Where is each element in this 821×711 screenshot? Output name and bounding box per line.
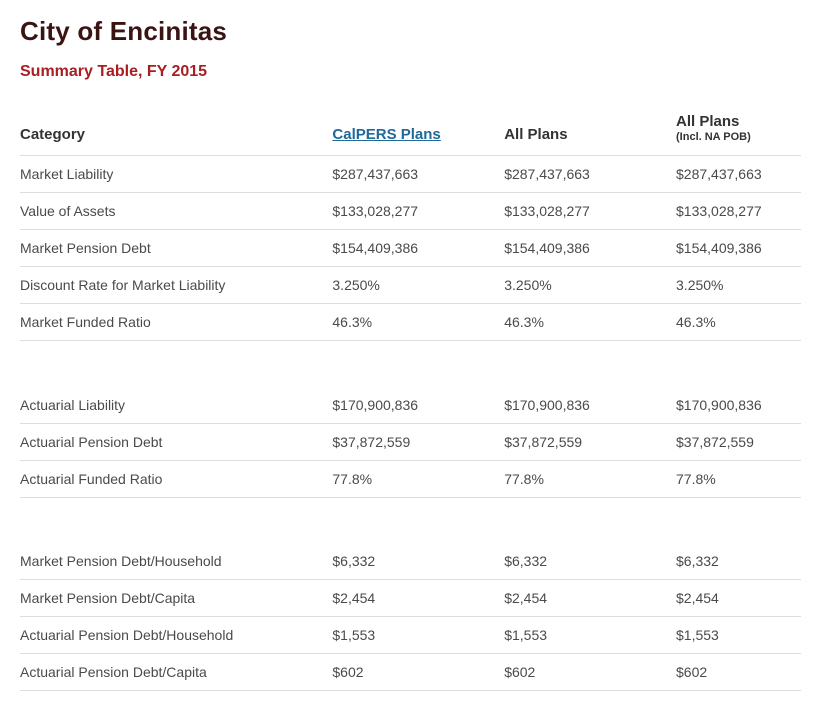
header-category: Category bbox=[20, 103, 333, 156]
table-row: Market Pension Debt/Capita $2,454 $2,454… bbox=[20, 579, 801, 617]
value-cell: $1,553 bbox=[332, 616, 505, 654]
value-cell: 46.3% bbox=[504, 303, 677, 341]
value-cell: $602 bbox=[504, 653, 677, 691]
value-cell: 46.3% bbox=[332, 303, 505, 341]
header-calpers-plans: CalPERS Plans bbox=[332, 103, 505, 156]
value-cell: $170,900,836 bbox=[676, 386, 801, 424]
value-cell: 77.8% bbox=[504, 460, 677, 498]
category-cell: Market Funded Ratio bbox=[20, 303, 333, 341]
page-title: City of Encinitas bbox=[20, 16, 228, 46]
summary-table: Category CalPERS Plans All Plans All Pla… bbox=[20, 103, 801, 691]
category-cell: Actuarial Funded Ratio bbox=[20, 460, 333, 498]
header-all-plans-line2: (Incl. NA POB) bbox=[676, 131, 751, 143]
table-row: Market Funded Ratio 46.3% 46.3% 46.3% bbox=[20, 303, 801, 341]
value-cell: $154,409,386 bbox=[332, 229, 505, 267]
table-row: Discount Rate for Market Liability 3.250… bbox=[20, 266, 801, 304]
table-row: Actuarial Funded Ratio 77.8% 77.8% 77.8% bbox=[20, 460, 801, 498]
value-cell: 77.8% bbox=[332, 460, 505, 498]
value-cell: $1,553 bbox=[676, 616, 801, 654]
value-cell: 77.8% bbox=[676, 460, 801, 498]
calpers-plans-link[interactable]: CalPERS Plans bbox=[332, 126, 441, 143]
value-cell: $133,028,277 bbox=[676, 192, 801, 230]
value-cell: $6,332 bbox=[504, 543, 677, 580]
category-cell: Actuarial Pension Debt/Capita bbox=[20, 653, 333, 691]
value-cell: $133,028,277 bbox=[504, 192, 677, 230]
value-cell: 3.250% bbox=[504, 266, 677, 304]
category-cell: Actuarial Pension Debt bbox=[20, 423, 333, 461]
table-row: Value of Assets $133,028,277 $133,028,27… bbox=[20, 192, 801, 230]
section-spacer bbox=[20, 341, 801, 387]
category-cell: Market Liability bbox=[20, 155, 333, 193]
table-row: Market Pension Debt/Household $6,332 $6,… bbox=[20, 543, 801, 580]
header-all-plans-line1: All Plans bbox=[676, 113, 740, 130]
value-cell: $154,409,386 bbox=[676, 229, 801, 267]
value-cell: $287,437,663 bbox=[676, 155, 801, 193]
value-cell: $2,454 bbox=[676, 579, 801, 617]
value-cell: $133,028,277 bbox=[332, 192, 505, 230]
value-cell: $37,872,559 bbox=[332, 423, 505, 461]
category-cell: Market Pension Debt/Capita bbox=[20, 579, 333, 617]
value-cell: $6,332 bbox=[676, 543, 801, 580]
table-row: Market Pension Debt $154,409,386 $154,40… bbox=[20, 229, 801, 267]
header-all-plans-incl-na-pob: All Plans (Incl. NA POB) bbox=[676, 103, 801, 156]
table-row: Actuarial Pension Debt $37,872,559 $37,8… bbox=[20, 423, 801, 461]
category-cell: Market Pension Debt bbox=[20, 229, 333, 267]
value-cell: $2,454 bbox=[332, 579, 505, 617]
value-cell: 46.3% bbox=[676, 303, 801, 341]
value-cell: $2,454 bbox=[504, 579, 677, 617]
value-cell: 3.250% bbox=[676, 266, 801, 304]
value-cell: $602 bbox=[332, 653, 505, 691]
category-cell: Market Pension Debt/Household bbox=[20, 543, 333, 580]
value-cell: $37,872,559 bbox=[676, 423, 801, 461]
table-row: Actuarial Pension Debt/Capita $602 $602 … bbox=[20, 653, 801, 691]
section-spacer bbox=[20, 497, 801, 543]
value-cell: $602 bbox=[676, 653, 801, 691]
value-cell: $154,409,386 bbox=[504, 229, 677, 267]
value-cell: $1,553 bbox=[504, 616, 677, 654]
category-cell: Actuarial Pension Debt/Household bbox=[20, 616, 333, 654]
page-subtitle: Summary Table, FY 2015 bbox=[20, 63, 208, 80]
value-cell: $287,437,663 bbox=[504, 155, 677, 193]
category-cell: Discount Rate for Market Liability bbox=[20, 266, 333, 304]
value-cell: $37,872,559 bbox=[504, 423, 677, 461]
category-cell: Value of Assets bbox=[20, 192, 333, 230]
value-cell: $170,900,836 bbox=[504, 386, 677, 424]
value-cell: $6,332 bbox=[332, 543, 505, 580]
table-row: Market Liability $287,437,663 $287,437,6… bbox=[20, 155, 801, 193]
table-row: Actuarial Liability $170,900,836 $170,90… bbox=[20, 386, 801, 424]
value-cell: $287,437,663 bbox=[332, 155, 505, 193]
value-cell: $170,900,836 bbox=[332, 386, 505, 424]
table-row: Actuarial Pension Debt/Household $1,553 … bbox=[20, 616, 801, 654]
category-cell: Actuarial Liability bbox=[20, 386, 333, 424]
value-cell: 3.250% bbox=[332, 266, 505, 304]
table-header-row: Category CalPERS Plans All Plans All Pla… bbox=[20, 103, 801, 156]
header-all-plans: All Plans bbox=[504, 103, 677, 156]
